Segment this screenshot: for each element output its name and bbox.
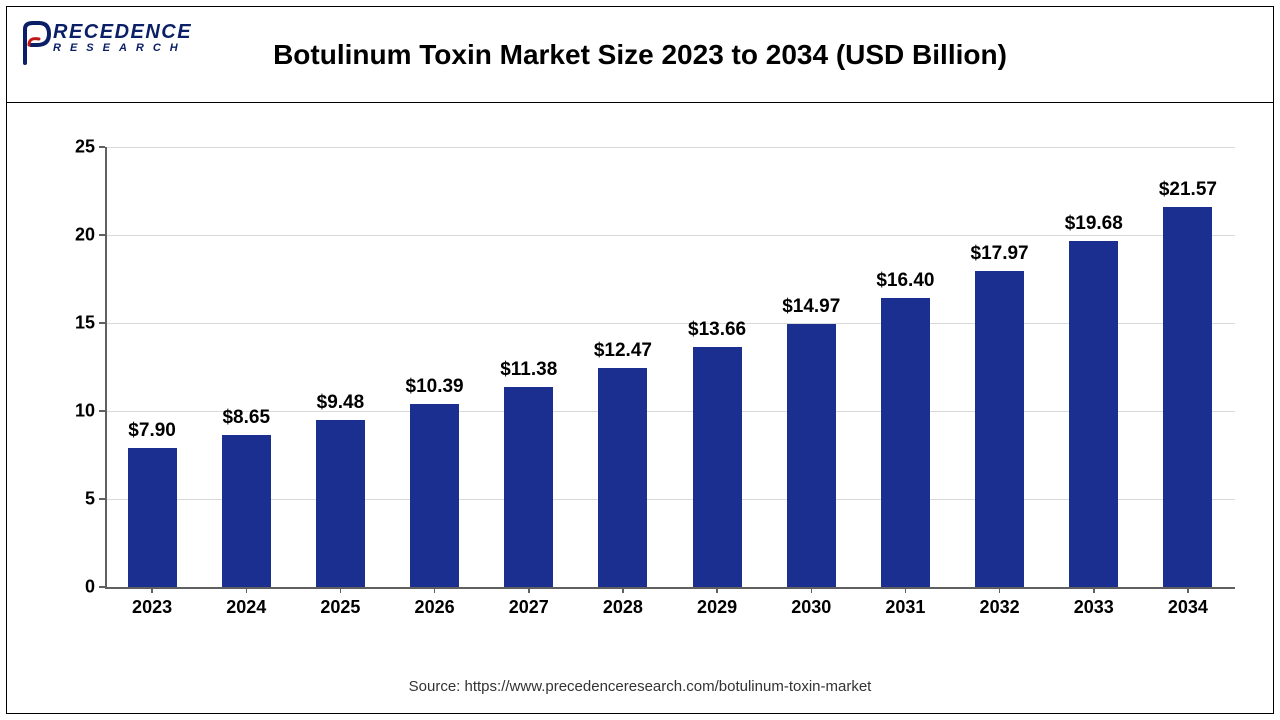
- y-tick-label: 10: [55, 401, 95, 422]
- bar: [1163, 207, 1212, 587]
- x-tick-label: 2025: [320, 597, 360, 618]
- chart-area: 0510152025 $7.90$8.65$9.48$10.39$11.38$1…: [55, 137, 1245, 637]
- bar-value-label: $11.38: [500, 359, 557, 381]
- bar: [881, 298, 930, 587]
- bar-value-label: $14.97: [782, 296, 840, 318]
- x-tick-mark: [434, 587, 436, 593]
- x-tick-mark: [622, 587, 624, 593]
- bar-value-label: $19.68: [1065, 213, 1123, 235]
- bar: [128, 448, 177, 587]
- x-tick-mark: [811, 587, 813, 593]
- brand-logo: RECEDENCE RESEARCH: [21, 21, 231, 65]
- bar-value-label: $16.40: [876, 270, 934, 292]
- brand-line1: RECEDENCE: [53, 21, 192, 44]
- chart-title: Botulinum Toxin Market Size 2023 to 2034…: [273, 39, 1007, 71]
- x-tick-mark: [716, 587, 718, 593]
- bar-value-label: $10.39: [406, 376, 464, 398]
- bar: [504, 387, 553, 587]
- bar: [316, 420, 365, 587]
- y-tick-label: 25: [55, 137, 95, 158]
- bar: [787, 324, 836, 587]
- brand-logo-text: RECEDENCE RESEARCH: [53, 21, 192, 54]
- x-tick-mark: [151, 587, 153, 593]
- x-tick-label: 2024: [226, 597, 266, 618]
- x-tick-mark: [246, 587, 248, 593]
- y-tick-label: 5: [55, 489, 95, 510]
- x-tick-label: 2026: [415, 597, 455, 618]
- x-tick-label: 2030: [791, 597, 831, 618]
- x-tick-mark: [340, 587, 342, 593]
- bar: [410, 404, 459, 587]
- bar: [598, 368, 647, 587]
- bar-value-label: $9.48: [317, 392, 365, 414]
- x-tick-mark: [1093, 587, 1095, 593]
- bar-value-label: $8.65: [222, 407, 270, 429]
- title-band: RECEDENCE RESEARCH Botulinum Toxin Marke…: [7, 7, 1273, 103]
- x-axis: [105, 587, 1235, 589]
- bar: [1069, 241, 1118, 587]
- x-tick-label: 2029: [697, 597, 737, 618]
- bar-value-label: $17.97: [971, 243, 1029, 265]
- brand-line2: RESEARCH: [53, 42, 192, 54]
- bar-value-label: $7.90: [128, 420, 176, 442]
- x-tick-label: 2023: [132, 597, 172, 618]
- x-tick-label: 2033: [1074, 597, 1114, 618]
- y-tick-label: 20: [55, 225, 95, 246]
- x-tick-label: 2034: [1168, 597, 1208, 618]
- x-tick-mark: [905, 587, 907, 593]
- x-tick-mark: [1187, 587, 1189, 593]
- outer-frame: RECEDENCE RESEARCH Botulinum Toxin Marke…: [6, 6, 1274, 714]
- x-tick-mark: [999, 587, 1001, 593]
- bar-value-label: $12.47: [594, 340, 652, 362]
- bar: [222, 435, 271, 587]
- x-tick-mark: [528, 587, 530, 593]
- bar: [975, 271, 1024, 587]
- x-tick-label: 2032: [980, 597, 1020, 618]
- source-attribution: Source: https://www.precedenceresearch.c…: [7, 678, 1273, 695]
- bar-value-label: $21.57: [1159, 179, 1217, 201]
- x-tick-label: 2027: [509, 597, 549, 618]
- plot-region: $7.90 $8.65 $9.48 $10.39 $11.38 $12.47 $13.66 $…: [105, 147, 1235, 587]
- brand-logo-icon: [21, 21, 51, 65]
- x-tick-label: 2028: [603, 597, 643, 618]
- bar: [693, 347, 742, 587]
- bar-value-label: $13.66: [688, 319, 746, 341]
- y-tick-label: 0: [55, 577, 95, 598]
- x-tick-label: 2031: [885, 597, 925, 618]
- y-tick-label: 15: [55, 313, 95, 334]
